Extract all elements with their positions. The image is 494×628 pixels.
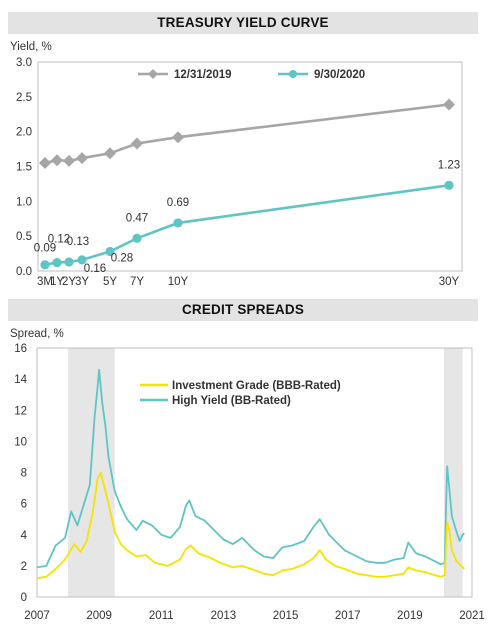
x-tick-label: 3Y: [75, 276, 89, 288]
data-label: 0.09: [34, 243, 56, 255]
x-tick-label: 2021: [459, 610, 485, 622]
legend-label: 12/31/2019: [174, 69, 232, 81]
plot-area: [36, 347, 473, 598]
y-tick-label: 14: [14, 374, 27, 386]
x-tick-label: 7Y: [130, 276, 144, 288]
credit-spreads-title: CREDIT SPREADS: [8, 299, 478, 321]
y-tick-label: 8: [21, 468, 27, 480]
data-point: [63, 154, 75, 167]
data-label: 0.16: [84, 263, 106, 275]
data-point: [76, 152, 88, 165]
y-tick-label: 6: [21, 499, 27, 511]
x-tick-label: 5Y: [103, 276, 117, 288]
y-tick-label: 0.0: [16, 266, 32, 278]
x-tick-label: 2015: [273, 610, 299, 622]
x-tick-label: 2011: [149, 610, 174, 622]
legend-marker: [148, 69, 158, 79]
y-tick-label: 0.5: [16, 231, 32, 243]
data-label: 0.69: [167, 197, 189, 209]
data-point: [64, 257, 74, 267]
data-point: [443, 98, 455, 111]
data-label: 0.28: [111, 252, 133, 264]
legend-marker: [289, 70, 297, 78]
data-point: [51, 154, 63, 167]
y-tick-label: 16: [14, 343, 27, 355]
y-tick-label: 3.0: [16, 57, 32, 69]
x-tick-label: 3M: [37, 276, 53, 288]
x-tick-label: 10Y: [168, 276, 189, 288]
data-point: [444, 180, 454, 190]
y-tick-label: 12: [14, 405, 27, 417]
legend-label: High Yield (BB-Rated): [172, 395, 291, 407]
data-label: 0.13: [67, 236, 89, 248]
legend-label: Investment Grade (BBB-Rated): [172, 380, 341, 392]
legend-label: 9/30/2020: [314, 69, 365, 81]
y-tick-label: 1.0: [16, 196, 32, 208]
x-tick-label: 2017: [335, 610, 361, 622]
data-label: 1.23: [438, 159, 460, 171]
y-axis-label: Spread, %: [10, 328, 64, 340]
x-tick-label: 2013: [211, 610, 237, 622]
y-tick-label: 1.5: [16, 162, 32, 174]
data-point: [105, 246, 115, 257]
x-tick-label: 2009: [86, 610, 112, 622]
data-point: [131, 137, 143, 150]
x-tick-label: 2Y: [62, 276, 76, 288]
x-tick-label: 2019: [397, 610, 423, 622]
x-tick-label: 2007: [24, 610, 50, 622]
data-point: [39, 157, 51, 170]
data-point: [172, 131, 184, 144]
y-axis-label: Yield, %: [10, 41, 52, 53]
series-line: [36, 368, 465, 569]
data-point: [52, 258, 62, 268]
y-tick-label: 10: [14, 436, 27, 448]
y-tick-label: 2: [21, 561, 27, 573]
y-tick-label: 2.0: [16, 127, 32, 139]
yield-curve-title: TREASURY YIELD CURVE: [8, 12, 478, 34]
y-tick-label: 2.5: [16, 92, 32, 104]
series-line: [36, 471, 465, 580]
data-point: [173, 218, 183, 228]
data-label: 0.47: [126, 212, 148, 224]
data-point: [40, 260, 50, 270]
data-point: [77, 255, 87, 265]
y-tick-label: 4: [21, 530, 28, 542]
data-point: [104, 147, 116, 160]
y-tick-label: 0: [21, 592, 27, 604]
x-tick-label: 30Y: [439, 276, 460, 288]
data-point: [132, 233, 142, 243]
data-label: 0.12: [48, 234, 70, 246]
plot-area: [37, 61, 463, 272]
x-tick-label: 1Y: [50, 276, 64, 288]
